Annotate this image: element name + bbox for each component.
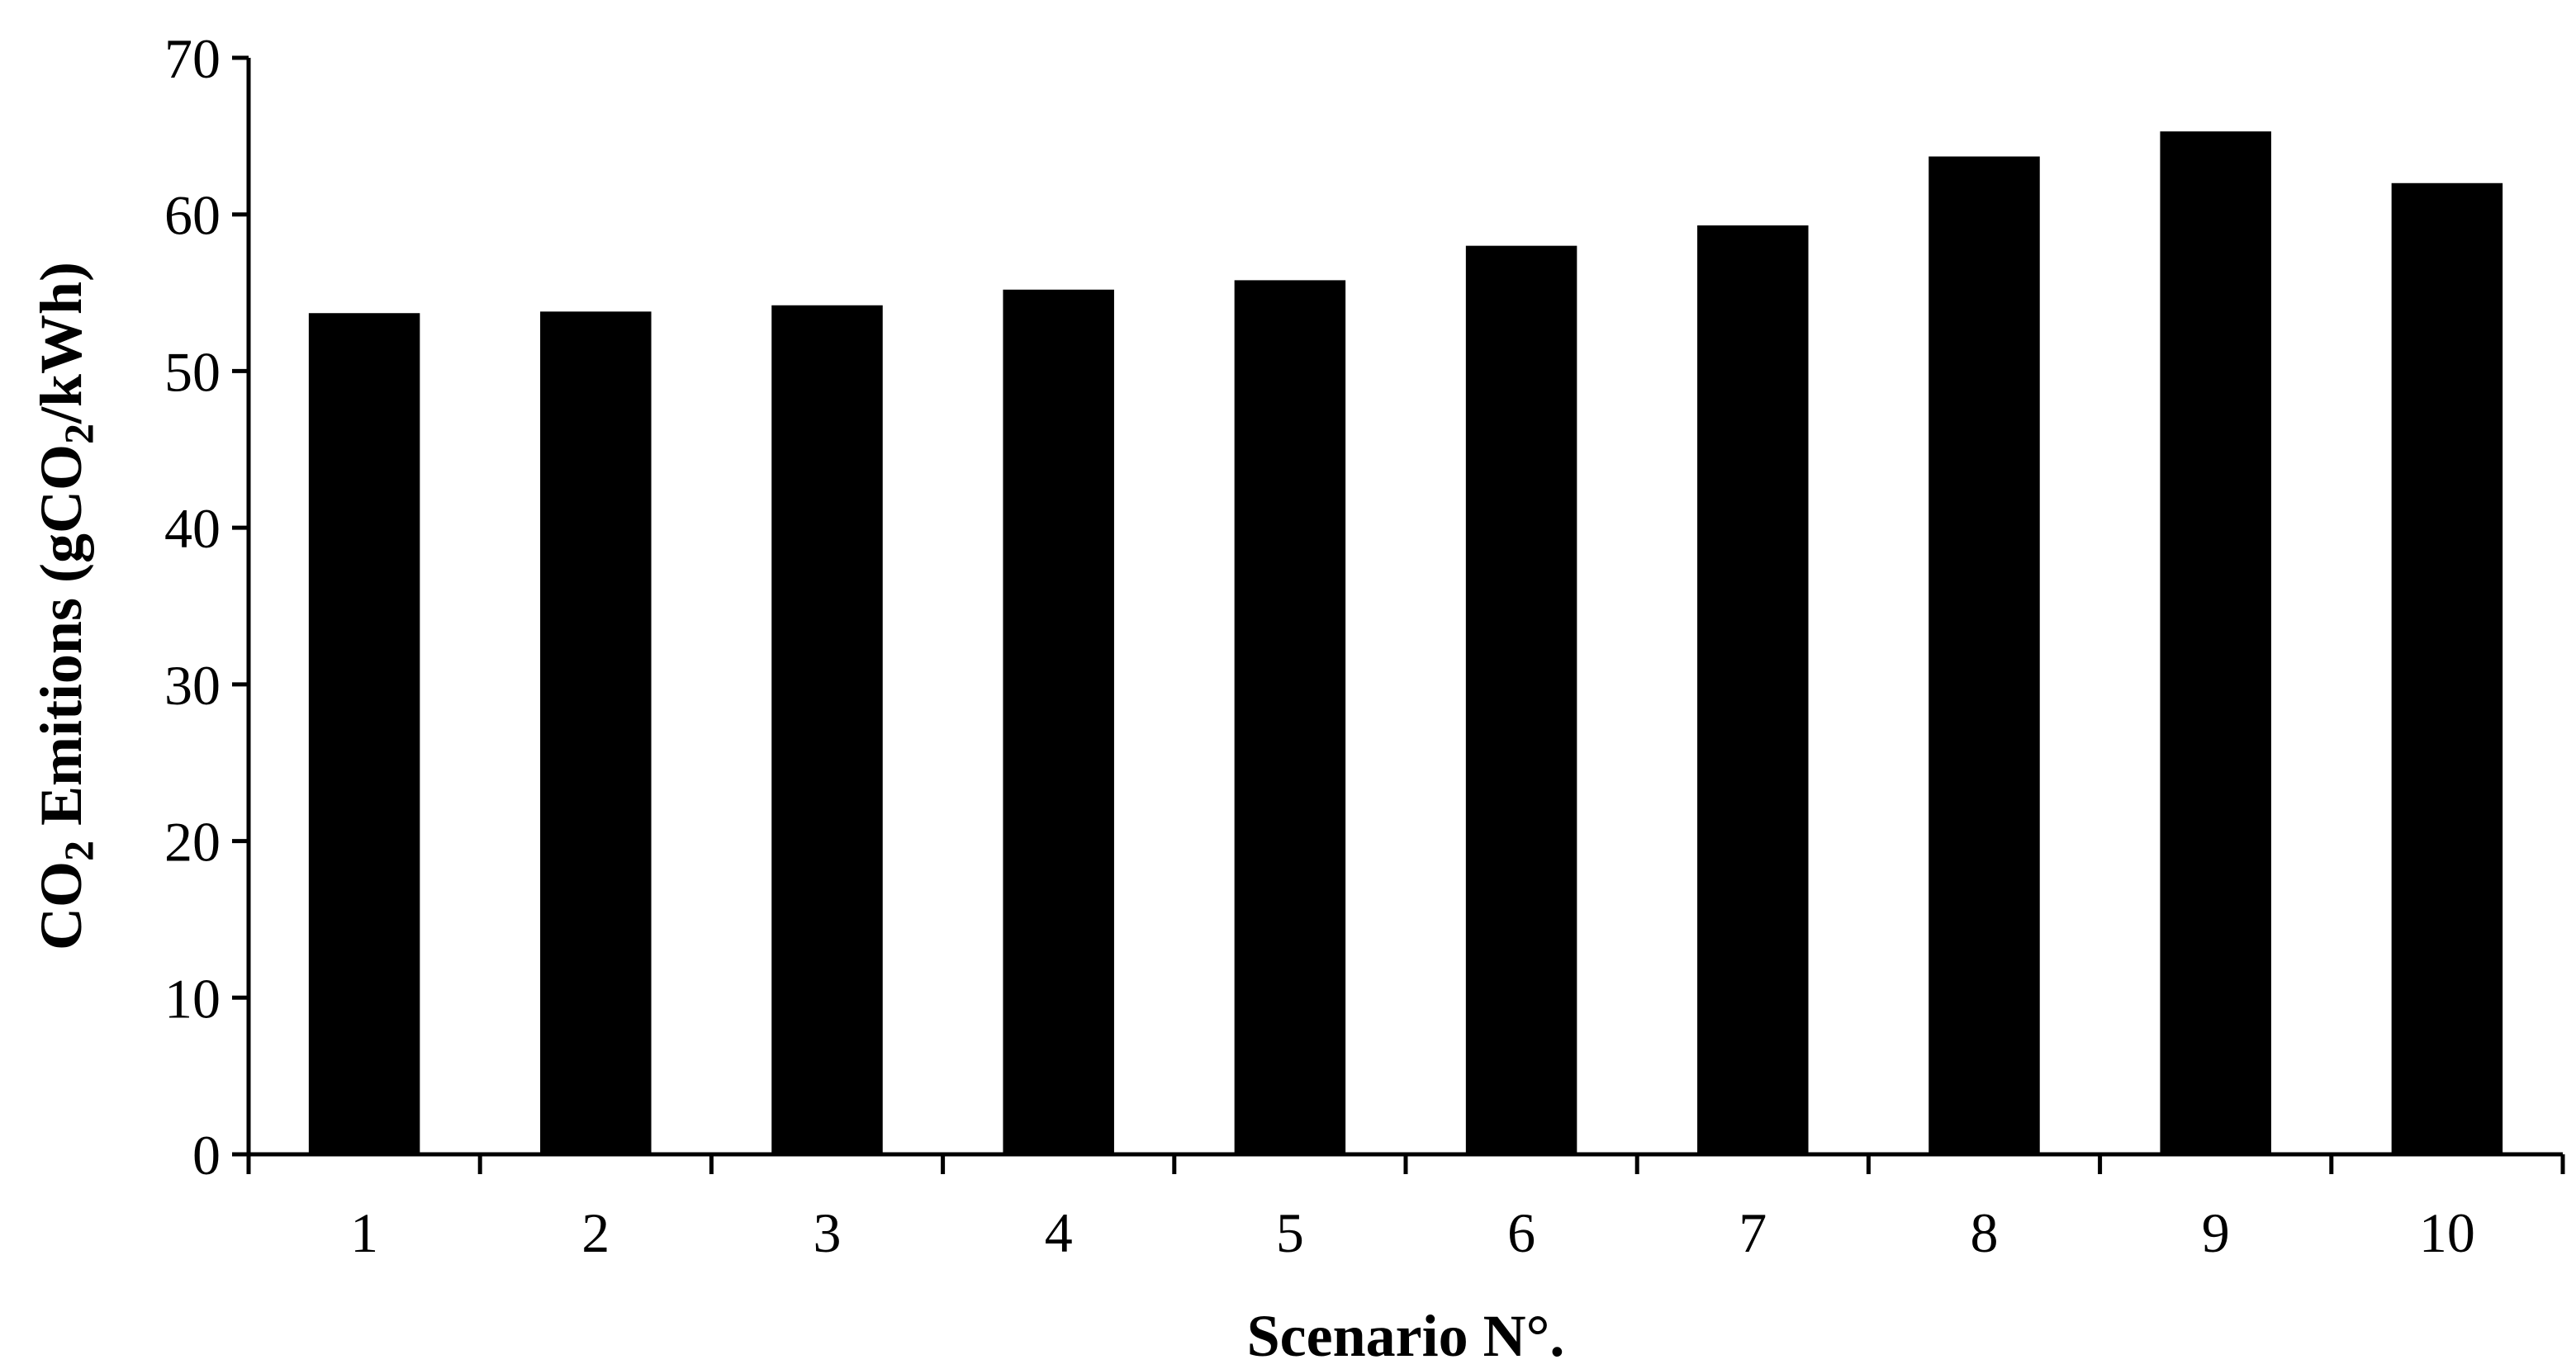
bar-scenario-4 bbox=[1003, 289, 1114, 1155]
bar-scenario-10 bbox=[2391, 182, 2503, 1154]
x-axis-ticks: 1 2 3 4 5 6 7 8 9 10 bbox=[246, 1154, 2565, 1264]
bar-scenario-5 bbox=[1234, 280, 1346, 1154]
x-tick-label: 1 bbox=[350, 1201, 378, 1264]
y-tick-label: 10 bbox=[164, 967, 221, 1030]
y-tick-label: 70 bbox=[164, 27, 221, 90]
y-tick-label: 0 bbox=[192, 1124, 221, 1187]
y-axis-title-suffix: /kWh) bbox=[28, 262, 94, 424]
x-tick-label: 4 bbox=[1045, 1201, 1073, 1264]
y-tick-label: 60 bbox=[164, 184, 221, 247]
bar-scenario-8 bbox=[1928, 156, 2040, 1154]
bar-scenario-1 bbox=[308, 313, 420, 1155]
bar-scenario-9 bbox=[2160, 131, 2271, 1154]
y-tick-label: 50 bbox=[164, 340, 221, 403]
x-tick-label: 7 bbox=[1739, 1201, 1767, 1264]
x-tick-label: 8 bbox=[1971, 1201, 1999, 1264]
x-tick-label: 9 bbox=[2202, 1201, 2230, 1264]
bar-scenario-3 bbox=[771, 305, 883, 1155]
x-tick-label: 3 bbox=[814, 1201, 842, 1264]
bar-scenario-2 bbox=[540, 311, 652, 1154]
bar-scenario-7 bbox=[1697, 225, 1809, 1155]
y-axis-ticks: 0 10 20 30 40 50 60 70 bbox=[164, 27, 249, 1187]
x-tick-label: 10 bbox=[2419, 1201, 2475, 1264]
x-tick-label: 2 bbox=[581, 1201, 610, 1264]
y-tick-label: 40 bbox=[164, 497, 221, 560]
bars-group bbox=[308, 131, 2503, 1155]
y-axis-title-subscript-1: 2 bbox=[55, 841, 102, 861]
bar-scenario-6 bbox=[1465, 245, 1577, 1155]
y-axis-title-prefix: CO bbox=[28, 861, 94, 950]
y-tick-label: 20 bbox=[164, 811, 221, 874]
x-axis-title: Scenario N°. bbox=[1247, 1303, 1565, 1369]
x-tick-label: 6 bbox=[1507, 1201, 1535, 1264]
y-tick-label: 30 bbox=[164, 654, 221, 717]
y-axis-title-subscript-2: 2 bbox=[55, 424, 102, 444]
y-axis-title: CO2 Emitions (gCO2/kWh) bbox=[28, 262, 102, 950]
x-tick-label: 5 bbox=[1276, 1201, 1304, 1264]
y-axis-title-middle: Emitions (gCO bbox=[28, 444, 94, 841]
